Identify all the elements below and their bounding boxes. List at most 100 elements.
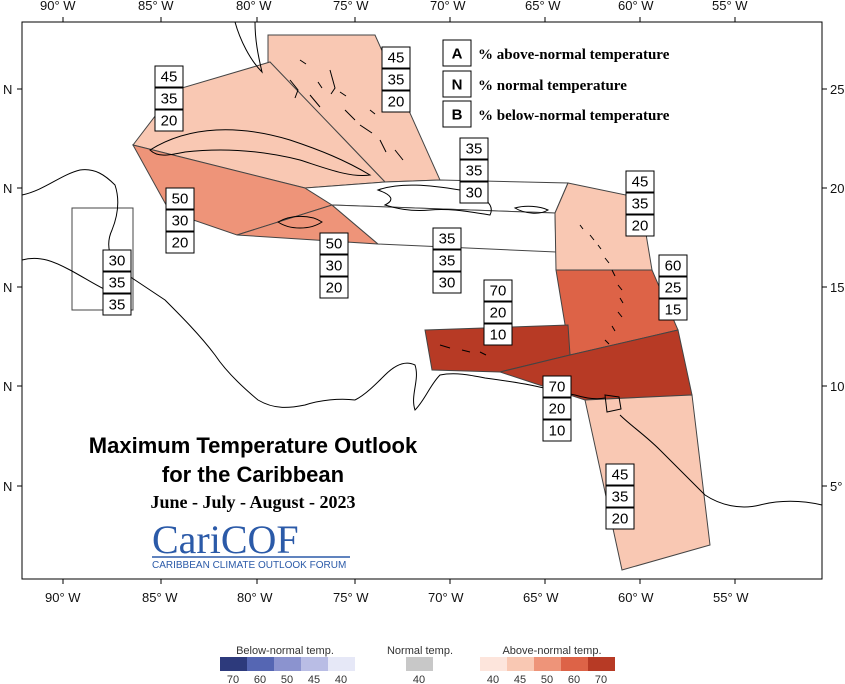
scale-swatch <box>561 657 588 671</box>
lon-tick: 70° W <box>430 0 466 13</box>
probability-value: 50 <box>326 236 343 253</box>
probability-cell <box>483 323 513 346</box>
probability-cell <box>432 227 462 250</box>
lat-tick: 15° <box>830 280 845 295</box>
probability-box: 35 35 30 <box>432 227 462 294</box>
probability-value: 20 <box>388 94 405 111</box>
probability-value: 10 <box>490 327 507 344</box>
probability-cell <box>432 249 462 272</box>
probability-value: 20 <box>326 280 343 297</box>
probability-cell <box>319 276 349 299</box>
key-text-normal: % normal temperature <box>478 78 627 94</box>
probability-cell <box>658 298 688 321</box>
probability-value: 20 <box>612 511 629 528</box>
probability-cell <box>102 271 132 294</box>
probability-value: 20 <box>172 235 189 252</box>
probability-value: 30 <box>109 253 126 270</box>
probability-cell <box>459 159 489 182</box>
probability-box: 60 25 15 <box>658 254 688 321</box>
scale-value: 70 <box>595 674 607 684</box>
probability-value: 45 <box>632 174 649 191</box>
scale-swatch <box>274 657 301 671</box>
key-text-below: % below-normal temperature <box>478 108 670 124</box>
lat-tick: 25° <box>830 82 845 97</box>
probability-value: 30 <box>466 185 483 202</box>
probability-box: 45 35 20 <box>154 65 184 132</box>
scale-below-swatches: 70 60 50 45 40 <box>220 657 355 684</box>
map-title-line1: Maximum Temperature Outlook <box>89 433 418 458</box>
scale-value: 40 <box>487 674 499 684</box>
scale-label-normal: Normal temp. <box>387 645 453 657</box>
map-title-line2: for the Caribbean <box>162 462 344 487</box>
scale-swatch <box>534 657 561 671</box>
lon-tick: 80° W <box>237 590 273 605</box>
scale-value: 40 <box>335 674 347 684</box>
key-box-b <box>442 100 472 128</box>
lat-ticks-right: 25° 20° 15° 10° 5° <box>830 82 845 494</box>
probability-cell <box>483 301 513 324</box>
probability-cell <box>381 46 411 69</box>
caricof-logo: CariCOF CARIBBEAN CLIMATE OUTLOOK FORUM <box>152 517 350 571</box>
probability-box: 45 35 20 <box>625 170 655 237</box>
probability-box: 35 35 30 <box>459 137 489 204</box>
scale-value: 45 <box>514 674 526 684</box>
probability-cell <box>625 170 655 193</box>
probability-cell <box>154 65 184 88</box>
logo-wordmark: CariCOF <box>152 517 299 562</box>
probability-cell <box>319 232 349 255</box>
scale-swatch <box>301 657 328 671</box>
scale-value: 60 <box>254 674 266 684</box>
probability-cell <box>154 109 184 132</box>
probability-value: 10 <box>549 423 566 440</box>
lat-tick: N <box>3 280 12 295</box>
map-season: June - July - August - 2023 <box>150 492 355 512</box>
lat-tick: 10° <box>830 379 845 394</box>
probability-value: 60 <box>665 258 682 275</box>
probability-value: 20 <box>632 218 649 235</box>
probability-box: 70 20 10 <box>542 375 572 442</box>
scale-swatch <box>588 657 615 671</box>
lat-tick: N <box>3 82 12 97</box>
scale-swatch <box>328 657 355 671</box>
scale-label-below: Below-normal temp. <box>236 645 334 657</box>
scale-value: 45 <box>308 674 320 684</box>
lat-tick: N <box>3 379 12 394</box>
probability-cell <box>625 192 655 215</box>
probability-value: 70 <box>549 379 566 396</box>
probability-cell <box>102 293 132 316</box>
lon-tick: 80° W <box>236 0 272 13</box>
scale-value: 50 <box>281 674 293 684</box>
probability-value: 30 <box>326 258 343 275</box>
scale-above-swatches: 40 45 50 60 70 <box>480 657 615 684</box>
lon-ticks-bottom: 90° W 85° W 80° W 75° W 70° W 65° W 60° … <box>45 590 749 605</box>
key-letter-n: N <box>452 77 463 94</box>
probability-value: 35 <box>466 163 483 180</box>
probability-cell <box>165 231 195 254</box>
lat-ticks-left: N N N N N <box>3 82 12 494</box>
scale-value: 70 <box>227 674 239 684</box>
probability-value: 35 <box>109 275 126 292</box>
probability-cell <box>459 137 489 160</box>
probability-value: 35 <box>612 489 629 506</box>
probability-cell <box>381 68 411 91</box>
lon-tick: 90° W <box>40 0 76 13</box>
probability-box: 45 35 20 <box>605 463 635 530</box>
lon-tick: 55° W <box>713 590 749 605</box>
lat-tick: 5° <box>830 479 842 494</box>
lon-tick: 60° W <box>618 0 654 13</box>
probability-value: 35 <box>632 196 649 213</box>
probability-value: 15 <box>665 302 682 319</box>
probability-box: 50 30 20 <box>165 187 195 254</box>
probability-cell <box>605 507 635 530</box>
lon-tick: 90° W <box>45 590 81 605</box>
probability-box: 45 35 20 <box>381 46 411 113</box>
scale-value: 40 <box>413 674 425 684</box>
scale-swatch <box>406 657 433 671</box>
probability-cell <box>432 271 462 294</box>
probability-cell <box>154 87 184 110</box>
key-letter-a: A <box>452 46 463 63</box>
probability-box: 70 20 10 <box>483 279 513 346</box>
tick-marks <box>17 17 827 584</box>
logo-tagline: CARIBBEAN CLIMATE OUTLOOK FORUM <box>152 560 346 571</box>
lon-tick: 70° W <box>428 590 464 605</box>
